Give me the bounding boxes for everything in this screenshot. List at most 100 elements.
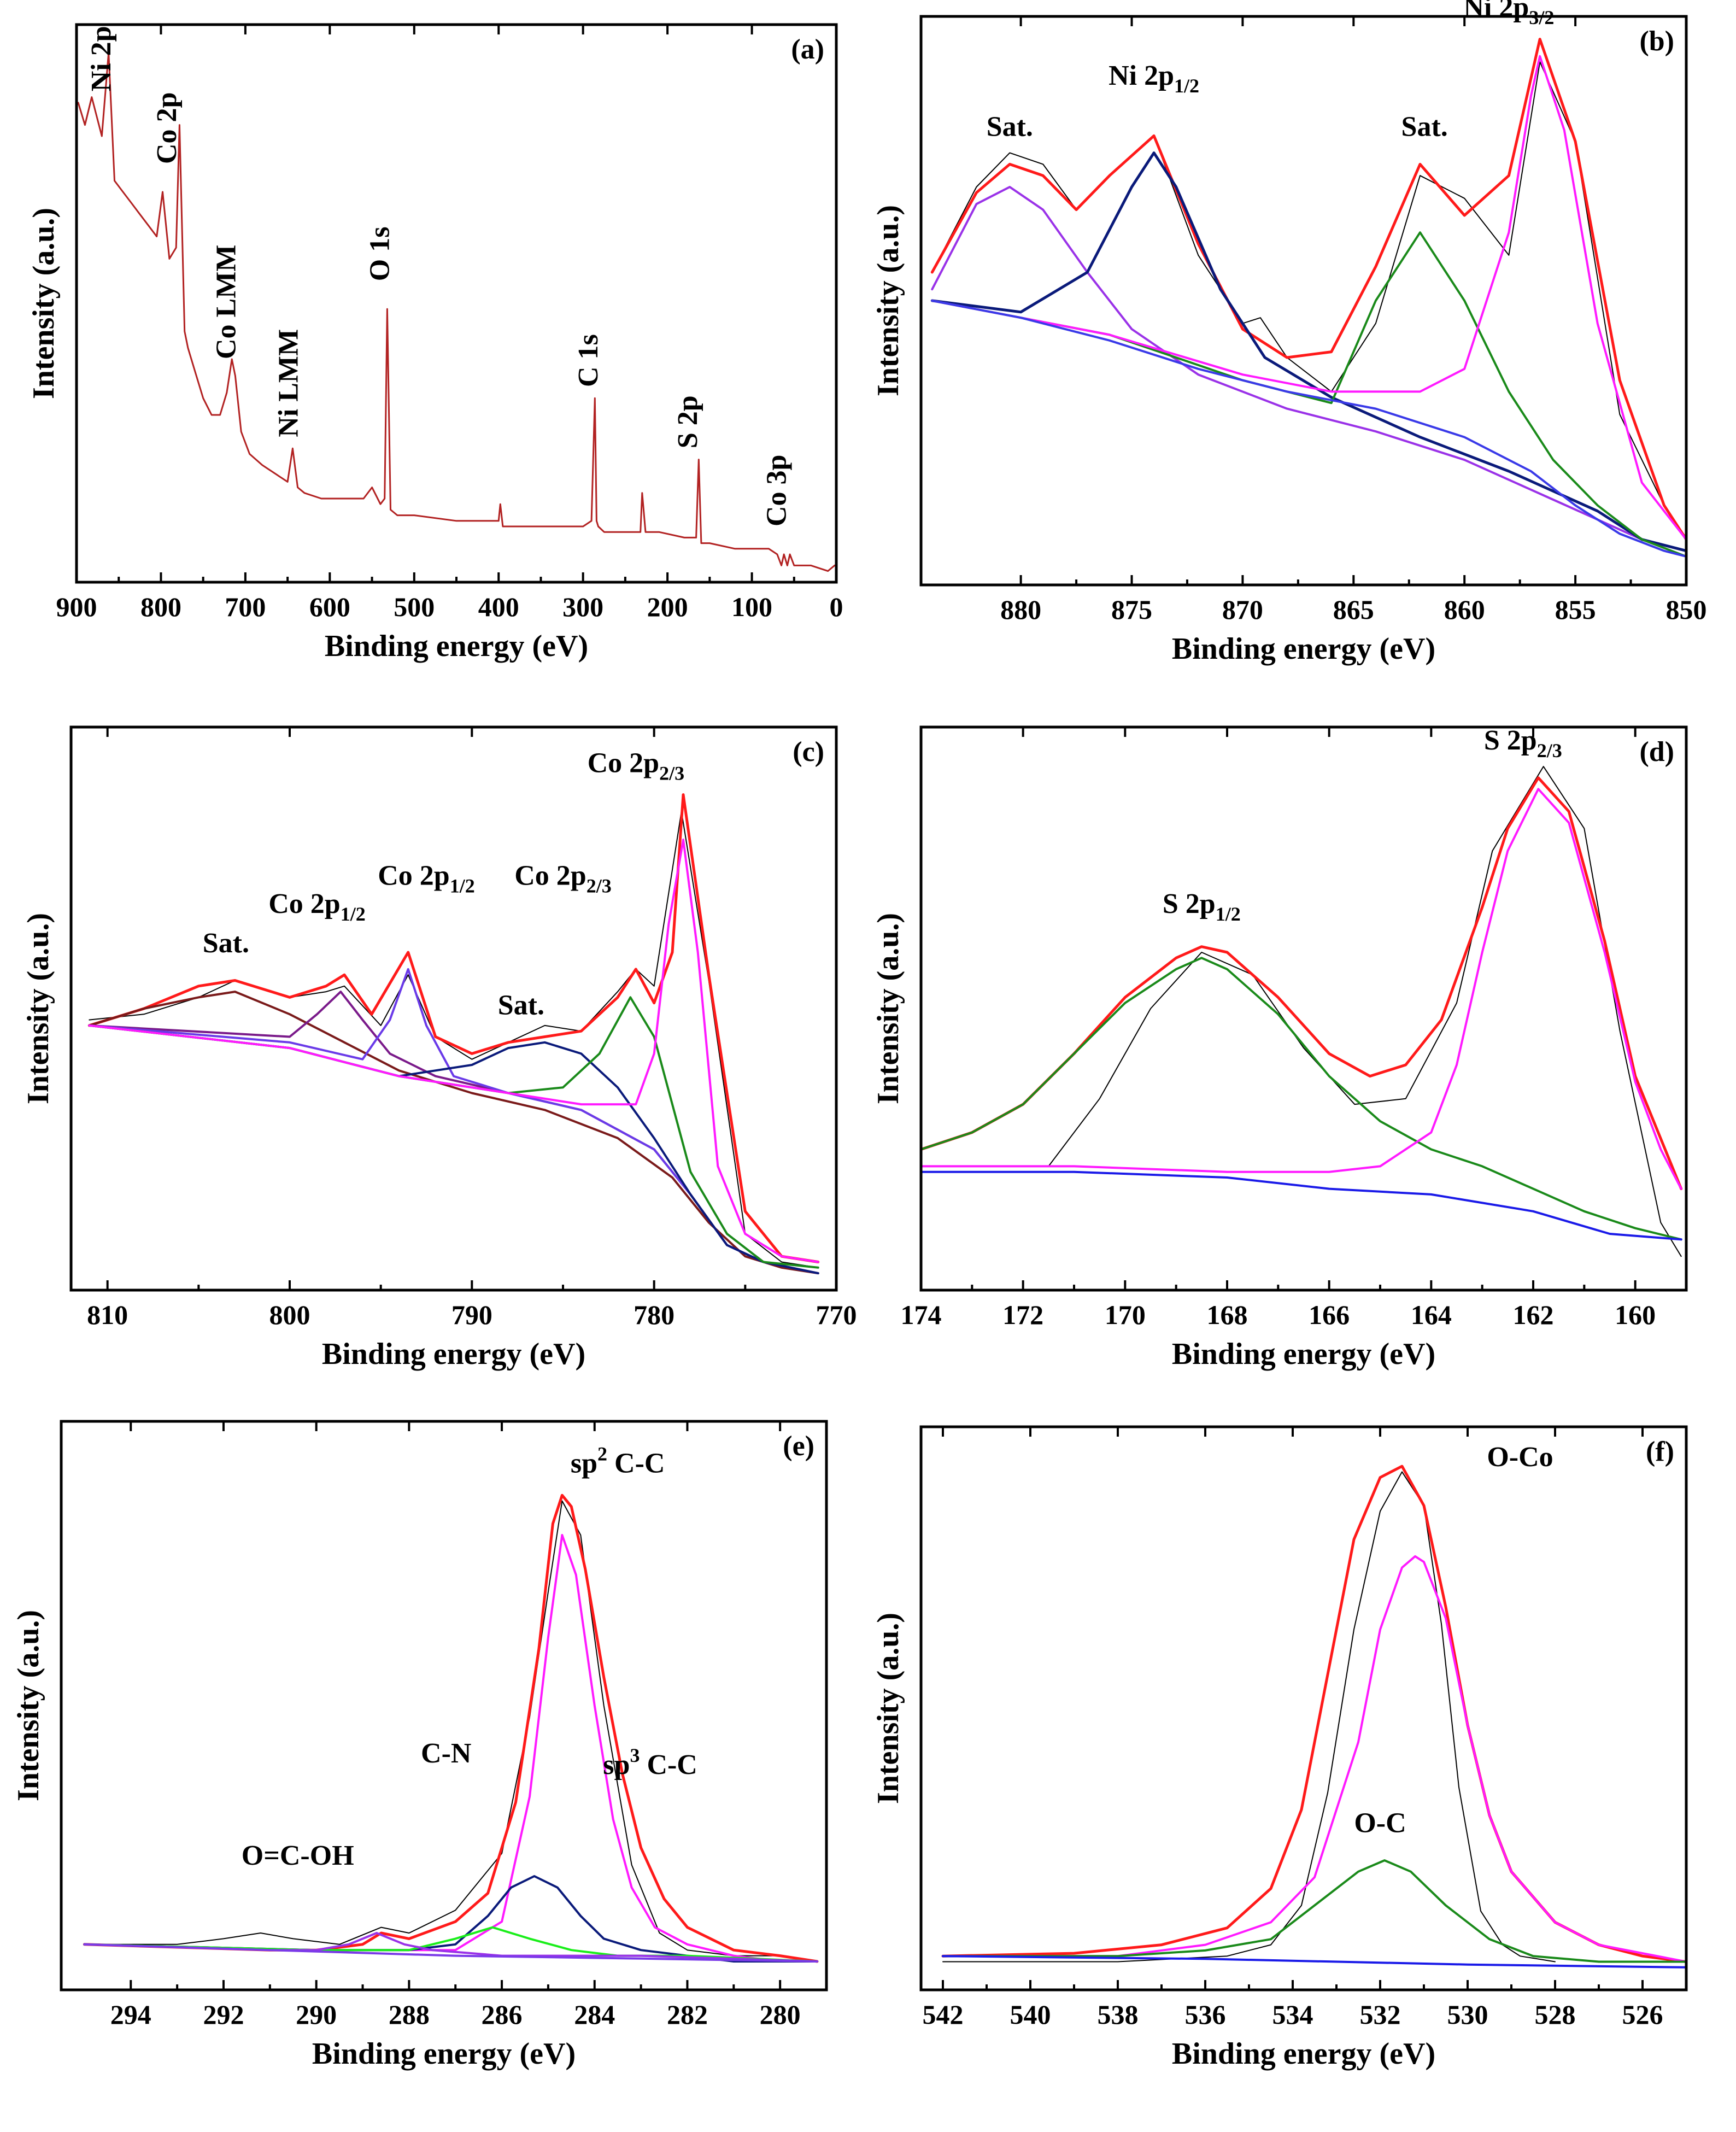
panel-d-tag: (d)	[1639, 736, 1674, 768]
panel-d-series-group	[921, 766, 1683, 1257]
panel-f-axes-frame	[919, 1425, 1688, 1992]
panel-c-xtick-label: 810	[87, 1299, 128, 1330]
panel-a-annotation-ni-2p: Ni 2p	[86, 26, 117, 91]
panel-e-xtick-label: 284	[574, 1999, 615, 2030]
panel-e-axes-frame	[60, 1420, 828, 1992]
panel-d-xtick-label: 170	[1105, 1299, 1146, 1330]
panel-c-xtick-label: 790	[451, 1299, 492, 1330]
panel-a-y-axis-title: Intensity (a.u.)	[27, 208, 61, 399]
panel-e-tag: (e)	[783, 1431, 814, 1462]
panel-f-series-o-co	[942, 1555, 1686, 1963]
panel-d-y-axis-title: Intensity (a.u.)	[871, 913, 905, 1104]
panel-d-x-axis-title: Binding energy (eV)	[1172, 1337, 1435, 1371]
panel-c-series-envelope	[87, 793, 820, 1263]
panel-c-annotation-sat: Sat.	[498, 989, 544, 1021]
panel-e-series-group	[83, 1493, 819, 1963]
panel-b-series-ni-2p3-2	[931, 55, 1686, 541]
panel-f-xtick-label: 540	[1010, 1999, 1051, 2030]
panel-e-series-background	[83, 1943, 818, 1963]
panel-b-xtick-label: 855	[1555, 594, 1596, 625]
panel-b-series-envelope	[930, 38, 1686, 541]
panel-d-series-s-2p1-2	[921, 957, 1682, 1241]
panel-c-series-sat-803	[88, 991, 819, 1275]
panel-e-series-envelope	[83, 1493, 819, 1963]
panel-c-xtick-label: 780	[634, 1299, 675, 1330]
panel-f-series-o-c	[942, 1859, 1686, 1963]
panel-e-annotation-sp3: sp3 C-C	[603, 1744, 697, 1780]
panel-e-series-sp2-c-c	[83, 1534, 818, 1963]
panel-a-x-axis-title: Binding energy (eV)	[325, 629, 588, 663]
panel-c-annotation-co-2p2-3: Co 2p2/3	[588, 747, 685, 784]
panel-d-xtick-label: 162	[1513, 1299, 1554, 1330]
panel-a-xtick-label: 700	[225, 591, 266, 622]
panel-f-series-group	[941, 1465, 1686, 1969]
panel-f-xtick-label: 534	[1272, 1999, 1313, 2030]
panel-a-annotation-co-2p: Co 2p	[151, 92, 183, 164]
panel-b-series-ni-2p1-2	[930, 151, 1686, 553]
panel-d-annotation-s-2p1-2: S 2p1/2	[1163, 888, 1241, 925]
panel-e-y-axis-title: Intensity (a.u.)	[11, 1610, 45, 1801]
panel-e-annotation-sp2: sp2 C-C	[571, 1443, 665, 1479]
panel-f-annotation-o-co: O-Co	[1487, 1442, 1553, 1473]
panel-c-x-axis-title: Binding energy (eV)	[322, 1337, 585, 1371]
panel-b-annotation-ni-2p1-2: Ni 2p1/2	[1109, 60, 1199, 97]
panel-e-xtick-label: 294	[110, 1999, 151, 2030]
panel-a-annotation-co-lmm: Co LMM	[210, 245, 242, 359]
panel-e-x-axis-title: Binding energy (eV)	[312, 2037, 576, 2071]
panel-b-xtick-label: 850	[1666, 594, 1707, 625]
panel-b-axes-frame	[919, 15, 1688, 587]
panel-c-tag: (c)	[793, 736, 824, 768]
panel-c-series-co-2p3-2-778-4	[88, 839, 819, 1263]
panel-f-xtick-label: 526	[1622, 1999, 1663, 2030]
panel-a-tag: (a)	[791, 34, 824, 65]
panel-b-xtick-label: 880	[1000, 594, 1041, 625]
panel-b-tag: (b)	[1639, 26, 1674, 57]
panel-d-axes-frame	[919, 725, 1688, 1292]
panel-d-xtick-label: 172	[1002, 1299, 1043, 1330]
panel-a-xtick-label: 0	[830, 591, 843, 622]
panel-b-xtick-label: 860	[1444, 594, 1485, 625]
panel-a-annotation-co-3p: Co 3p	[761, 455, 792, 526]
panel-f: 542 540 538 536 534 532 530 528 526 Binding energ…	[871, 1425, 1688, 2071]
panel-f-xtick-label: 532	[1360, 1999, 1401, 2030]
panel-f-xtick-label: 528	[1535, 1999, 1576, 2030]
panel-f-x-axis-title: Binding energy (eV)	[1172, 2037, 1435, 2071]
panel-d-xtick-label: 166	[1309, 1299, 1350, 1330]
panel-c: 810 800 790 780 770 Binding energy (eV) Intens…	[21, 725, 857, 1371]
panel-c-axes-frame	[69, 725, 838, 1292]
panel-d-xtick-label: 164	[1411, 1299, 1452, 1330]
panel-e-xtick-label: 280	[760, 1999, 801, 2030]
panel-e-xtick-label: 286	[482, 1999, 523, 2030]
panel-d-series-background	[921, 1170, 1682, 1241]
panel-e-xtick-label: 288	[389, 1999, 430, 2030]
panel-c-annotation-co-2p1-2: Co 2p1/2	[268, 888, 366, 925]
panel-f-annotation-o-c: O-C	[1354, 1808, 1406, 1839]
panel-a-xtick-label: 400	[478, 591, 519, 622]
panel-d-xtick-label: 168	[1207, 1299, 1248, 1330]
panel-a-xtick-label: 300	[562, 591, 603, 622]
panel-e-xtick-label: 290	[296, 1999, 337, 2030]
panel-b-annotation-sat: Sat.	[987, 111, 1033, 142]
panel-b-y-axis-title: Intensity (a.u.)	[871, 205, 905, 396]
panel-a-annotation-o-1s: O 1s	[364, 227, 395, 282]
panel-b-xtick-label: 870	[1222, 594, 1263, 625]
panel-b-series-sat-861-8	[931, 231, 1686, 558]
panel-a-annotation-ni-lmm: Ni LMM	[273, 329, 304, 437]
panel-c-annotation-sat: Sat.	[203, 928, 249, 959]
panel-b-series-background	[931, 300, 1686, 558]
panel-a-annotation-s-2p: S 2p	[672, 395, 703, 448]
panel-b-x-axis-title: Binding energy (eV)	[1172, 632, 1435, 666]
panel-a: 900 800 700 600 500 400 300 200 100 0 Binding ener…	[27, 23, 843, 663]
panel-b: 880 875 870 865 860 855 850 Binding energy (eV)…	[871, 0, 1707, 666]
panel-e-annotation-o-c-oh: O=C-OH	[242, 1840, 354, 1871]
panel-a-annotation-c-1s: C 1s	[573, 334, 604, 387]
panel-f-xtick-label: 538	[1098, 1999, 1139, 2030]
panel-c-annotation-co-2p2-3: Co 2p2/3	[514, 860, 612, 897]
panel-f-tag: (f)	[1646, 1436, 1674, 1467]
panel-a-xtick-label: 900	[56, 591, 97, 622]
panel-a-series-group	[77, 51, 836, 572]
panel-e-xtick-label: 282	[667, 1999, 708, 2030]
panel-c-series-group	[87, 793, 820, 1275]
panel-b-series-group	[930, 38, 1686, 558]
